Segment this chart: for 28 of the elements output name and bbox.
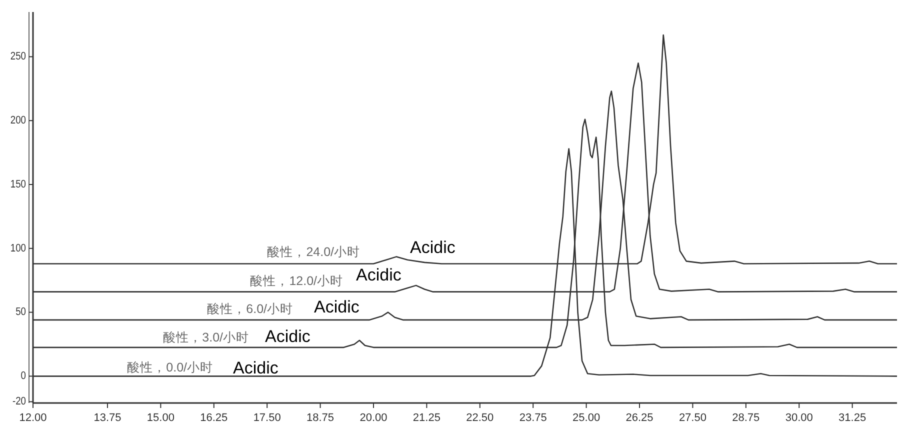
x-tick-label: 16.25 bbox=[200, 412, 228, 424]
y-tick-label: -20 bbox=[12, 396, 26, 408]
x-tick-label: 26.25 bbox=[626, 412, 654, 424]
x-tick-label: 18.75 bbox=[306, 412, 334, 424]
x-tick-label: 30.00 bbox=[785, 412, 813, 424]
annotation: Acidic bbox=[410, 238, 456, 258]
annotation: Acidic bbox=[265, 326, 310, 346]
x-tick-label: 20.00 bbox=[360, 412, 388, 424]
y-tick-label: 50 bbox=[16, 306, 26, 318]
x-tick-label: 25.00 bbox=[572, 412, 600, 424]
x-tick-label: 23.75 bbox=[519, 412, 547, 424]
annotation: Acidic bbox=[356, 265, 402, 284]
x-tick-label: 27.50 bbox=[678, 412, 706, 424]
x-tick-label: 12.00 bbox=[19, 412, 47, 424]
y-tick-label: 100 bbox=[10, 242, 26, 255]
x-tick-label: 22.50 bbox=[466, 412, 494, 424]
x-tick-label: 21.25 bbox=[412, 412, 440, 424]
x-tick-label: 13.75 bbox=[94, 412, 122, 424]
y-tick-label: 250 bbox=[10, 51, 26, 63]
y-tick-label: 0 bbox=[20, 370, 26, 382]
x-tick-label: 28.75 bbox=[732, 412, 760, 424]
x-tick-label: 31.25 bbox=[838, 412, 866, 424]
annotation: Acidic bbox=[314, 297, 360, 316]
y-tick-label: 150 bbox=[10, 178, 26, 191]
x-tick-label: 17.50 bbox=[253, 412, 281, 424]
y-tick-label: 200 bbox=[10, 114, 26, 127]
annotation: Acidic bbox=[233, 358, 278, 378]
x-tick-label: 15.00 bbox=[146, 412, 174, 424]
